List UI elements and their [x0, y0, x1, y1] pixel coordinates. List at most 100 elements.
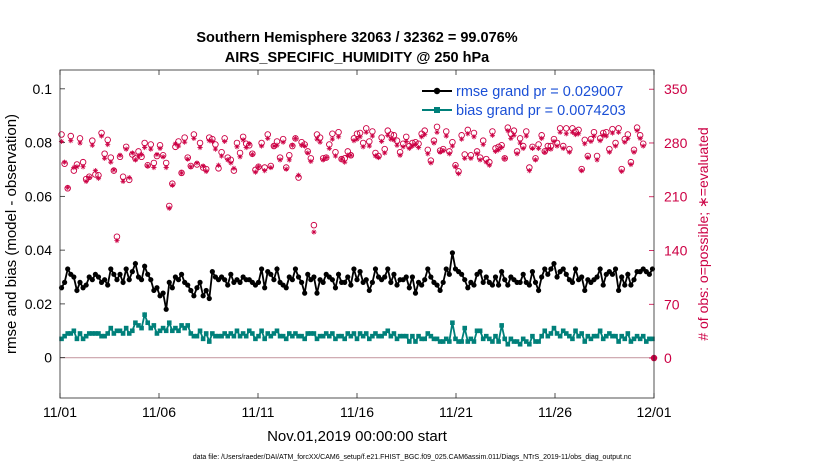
bias-point	[360, 333, 366, 339]
obs-evaluated-point	[105, 141, 111, 148]
rmse-point	[225, 282, 231, 288]
y-left-tick-label: 0.04	[25, 242, 52, 258]
obs-evaluated-point	[606, 149, 612, 155]
obs-evaluated-point	[459, 136, 465, 142]
obs-possible-point	[369, 128, 376, 135]
obs-possible-point	[313, 131, 321, 138]
rmse-point	[535, 287, 542, 294]
bias-point	[191, 333, 197, 339]
obs-evaluated-point	[215, 162, 222, 168]
obs-possible-point	[58, 131, 65, 138]
y-left-axis-label: rmse and bias (model - observation)	[3, 114, 20, 354]
bias-point	[600, 336, 606, 342]
rmse-point	[123, 266, 129, 272]
obs-possible-point	[402, 133, 410, 141]
rmse-point	[446, 271, 452, 277]
bias-point	[188, 331, 194, 336]
legend-marker-rmse	[433, 87, 441, 95]
bias-point	[622, 336, 628, 342]
obs-evaluated-point	[335, 134, 342, 140]
rmse-point	[206, 295, 212, 302]
bias-point	[133, 320, 138, 326]
obs-possible-point	[181, 134, 188, 141]
bias-point	[520, 336, 526, 342]
obs-evaluated-point	[462, 155, 468, 161]
obs-evaluated-point	[385, 132, 391, 138]
obs-evaluated-point	[425, 151, 431, 157]
rmse-point	[594, 274, 600, 280]
obs-evaluated-point	[523, 133, 529, 139]
rmse-point	[351, 266, 357, 272]
bias-point	[102, 333, 107, 339]
rmse-point	[154, 285, 160, 291]
obs-evaluated-point	[554, 143, 560, 149]
obs-evaluated-point	[148, 146, 154, 152]
bias-point	[74, 336, 80, 342]
obs-evaluated-point	[542, 149, 548, 155]
rmse-point	[612, 266, 619, 272]
bias-point	[206, 339, 212, 344]
obs-evaluated-point	[326, 145, 332, 151]
bias-point	[465, 339, 471, 344]
obs-possible-point	[89, 137, 96, 144]
bias-point	[468, 336, 474, 342]
bias-point	[308, 331, 314, 336]
obs-evaluated-point	[569, 129, 576, 135]
obs-evaluated-point	[612, 143, 619, 149]
obs-evaluated-point	[366, 143, 372, 149]
rmse-point	[262, 285, 268, 291]
bias-point	[262, 336, 267, 342]
bias-point	[610, 333, 615, 339]
obs-evaluated-point	[311, 229, 317, 235]
bias-point	[440, 339, 446, 344]
obs-evaluated-point	[597, 138, 603, 144]
bias-point	[305, 331, 311, 336]
rmse-point	[299, 279, 305, 285]
rmse-point	[197, 279, 203, 285]
bias-point	[222, 331, 227, 336]
obs-evaluated-point	[551, 138, 557, 145]
obs-evaluated-point	[394, 142, 400, 148]
rmse-point	[274, 266, 280, 272]
obs-possible-point	[162, 159, 170, 167]
bias-point	[456, 339, 461, 344]
obs-evaluated-point	[360, 144, 366, 150]
rmse-point	[422, 277, 428, 283]
obs-evaluated-point	[345, 152, 351, 158]
obs-evaluated-point	[428, 160, 434, 166]
rmse-point	[311, 274, 317, 280]
obs-evaluated-point	[634, 128, 640, 134]
rmse-point	[89, 277, 95, 283]
obs-evaluated-point	[483, 159, 489, 165]
rmse-point	[443, 266, 449, 272]
bias-point	[160, 325, 166, 331]
obs-possible-point	[107, 154, 115, 161]
obs-evaluated-point	[455, 171, 462, 177]
bias-point	[99, 333, 104, 339]
rmse-point	[255, 279, 262, 285]
bias-point	[416, 333, 421, 339]
rmse-point	[517, 279, 523, 285]
bias-point	[234, 328, 240, 334]
bias-point	[567, 333, 572, 339]
bias-point	[77, 331, 83, 336]
obs-evaluated-point	[548, 146, 554, 152]
obs-evaluated-point	[372, 153, 379, 159]
bias-point	[447, 339, 452, 344]
rmse-point	[268, 271, 274, 277]
rmse-point	[62, 279, 68, 285]
x-tick-label: 12/01	[636, 404, 671, 420]
bias-point	[250, 331, 255, 336]
bias-point	[394, 336, 400, 342]
obs-evaluated-point	[114, 237, 120, 244]
obs-evaluated-point	[289, 142, 295, 148]
obs-evaluated-point	[111, 167, 117, 173]
obs-evaluated-point	[83, 178, 89, 184]
obs-evaluated-point	[320, 157, 326, 163]
rmse-point	[406, 285, 412, 291]
y-right-tick-label: 70	[664, 296, 680, 312]
bias-point	[320, 333, 326, 339]
bias-point	[123, 325, 129, 331]
y-left-tick-label: 0.02	[25, 296, 52, 312]
obs-evaluated-point	[74, 164, 80, 170]
